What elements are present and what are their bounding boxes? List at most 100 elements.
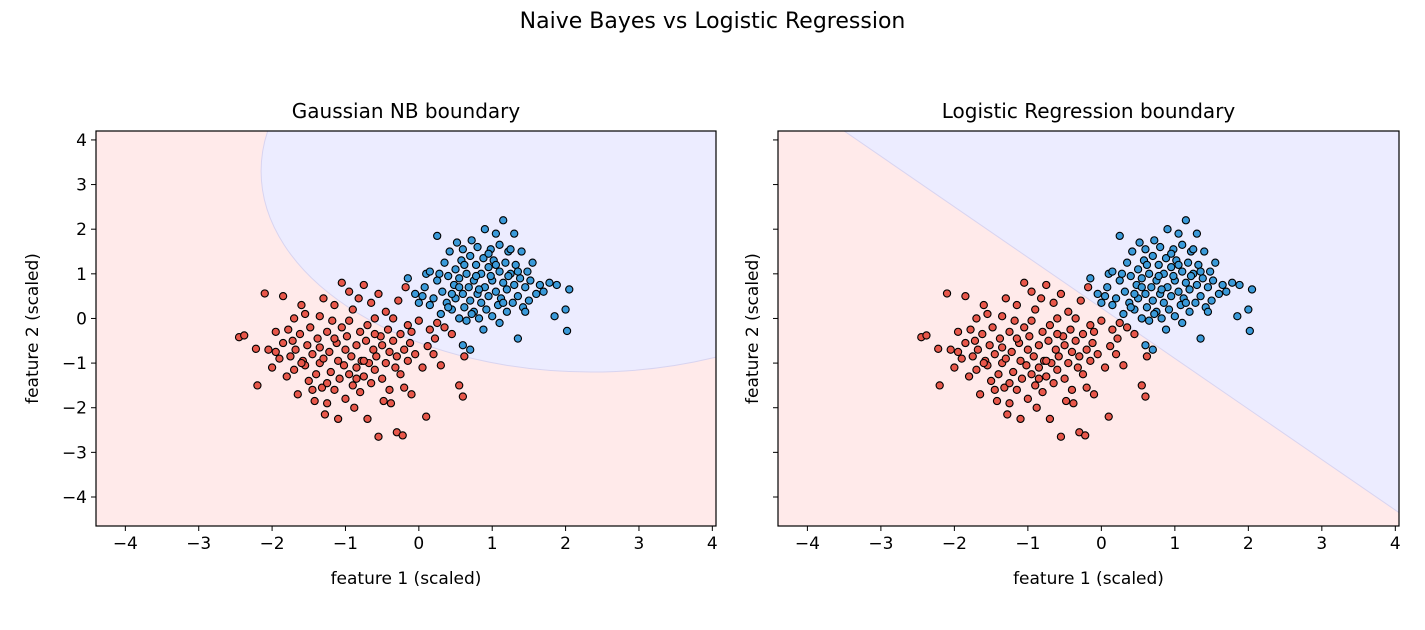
data-point-class0 <box>1141 392 1150 401</box>
data-point-class0 <box>342 332 352 341</box>
data-point-class1 <box>1244 305 1253 314</box>
data-point-class0 <box>260 289 269 298</box>
data-point-class1 <box>504 271 513 281</box>
data-point-class0 <box>1012 334 1021 343</box>
x-tick-label: 3 <box>634 534 645 554</box>
data-point-class0 <box>425 325 434 334</box>
x-tick-label: 1 <box>1169 534 1180 554</box>
data-point-class1 <box>1144 316 1154 325</box>
data-point-class1 <box>1167 262 1176 272</box>
x-tick-label: 4 <box>707 534 718 554</box>
data-point-class1 <box>517 247 526 256</box>
data-point-class0 <box>1010 316 1019 325</box>
data-point-class1 <box>491 287 501 296</box>
data-point-class1 <box>1181 298 1191 307</box>
data-point-class0 <box>1130 329 1139 339</box>
data-point-class1 <box>1154 271 1163 281</box>
data-point-class1 <box>1222 287 1231 296</box>
data-point-class0 <box>1071 336 1080 345</box>
y-tick-label: −4 <box>62 488 87 508</box>
data-point-class1 <box>1157 314 1166 323</box>
data-point-class1 <box>545 278 554 287</box>
data-point-class1 <box>1148 251 1157 261</box>
panel-title: Logistic Regression boundary <box>942 99 1236 123</box>
data-point-class0 <box>1067 385 1077 395</box>
data-point-class0 <box>418 363 427 372</box>
data-point-class0 <box>1029 352 1038 361</box>
y-tick-label: 4 <box>76 131 87 151</box>
data-point-class1 <box>425 267 434 276</box>
y-tick-label: −2 <box>62 399 87 419</box>
data-point-class1 <box>466 296 475 305</box>
data-point-class0 <box>973 345 983 354</box>
data-point-class0 <box>385 347 394 357</box>
data-point-class0 <box>330 300 339 310</box>
data-point-class0 <box>1031 305 1040 314</box>
data-point-class0 <box>1042 356 1051 366</box>
data-point-class0 <box>436 361 446 370</box>
x-tick-label: −4 <box>795 534 820 554</box>
data-point-class1 <box>471 271 481 281</box>
data-point-class1 <box>414 298 423 307</box>
data-point-class0 <box>985 341 994 350</box>
data-point-class0 <box>433 318 442 328</box>
data-point-class1 <box>1167 291 1176 301</box>
data-point-class0 <box>352 341 361 350</box>
data-point-class1 <box>433 276 442 285</box>
data-point-class1 <box>510 280 519 290</box>
data-point-class0 <box>401 283 410 292</box>
data-point-class0 <box>1023 345 1033 354</box>
data-point-class0 <box>1083 283 1093 292</box>
data-point-class0 <box>922 331 931 340</box>
data-point-class1 <box>499 278 508 287</box>
data-point-class1 <box>429 294 438 303</box>
data-point-class1 <box>1167 249 1176 258</box>
data-point-class0 <box>1042 372 1051 381</box>
data-point-class0 <box>359 372 368 381</box>
data-point-class1 <box>506 245 515 254</box>
data-point-class0 <box>315 343 324 352</box>
data-point-class0 <box>308 385 317 395</box>
data-point-class0 <box>983 309 992 319</box>
data-point-class1 <box>445 247 454 256</box>
data-point-class0 <box>1067 347 1077 357</box>
data-point-class1 <box>1128 247 1137 256</box>
data-point-class0 <box>994 370 1003 379</box>
data-point-class1 <box>1126 271 1135 281</box>
data-point-class0 <box>405 338 415 348</box>
data-point-class0 <box>320 410 330 419</box>
data-point-class1 <box>499 298 508 307</box>
data-point-class0 <box>1078 329 1088 339</box>
data-point-class0 <box>990 385 999 395</box>
data-point-class1 <box>425 300 434 310</box>
data-point-class1 <box>1174 229 1183 238</box>
data-point-class0 <box>271 347 280 357</box>
data-point-class0 <box>403 321 412 330</box>
data-point-class1 <box>1119 309 1128 319</box>
data-point-class1 <box>433 231 442 241</box>
data-point-class1 <box>435 269 444 278</box>
data-point-class0 <box>381 358 390 368</box>
data-point-class1 <box>535 280 545 290</box>
data-point-class1 <box>1203 307 1213 316</box>
data-point-class0 <box>333 414 343 424</box>
data-point-class0 <box>1036 294 1046 303</box>
panel-lr: −4 −3 −2 −1 0 1 2 3 4 Logistic Regression boundar… <box>743 99 1401 589</box>
data-point-class1 <box>1170 312 1180 321</box>
panel-nb: −4 −3 −2 −1 0 1 2 3 4 −4 −3 −2 −1 0 1 2 3 4 Gaussian NB bo… <box>23 99 718 589</box>
data-point-class0 <box>1038 387 1047 397</box>
data-point-class1 <box>458 341 468 350</box>
data-point-class0 <box>978 329 987 339</box>
data-point-class1 <box>1185 285 1194 294</box>
data-point-class1 <box>1245 326 1254 336</box>
data-point-class0 <box>330 334 339 343</box>
data-point-class1 <box>501 258 510 267</box>
data-point-class1 <box>455 283 464 292</box>
x-tick-label: −3 <box>186 534 211 554</box>
axes-frame <box>777 130 1400 527</box>
data-point-class0 <box>398 431 407 440</box>
data-point-class0 <box>275 354 284 363</box>
x-tick-label: 1 <box>487 534 498 554</box>
data-point-class0 <box>1081 431 1090 440</box>
data-point-class0 <box>986 376 996 386</box>
